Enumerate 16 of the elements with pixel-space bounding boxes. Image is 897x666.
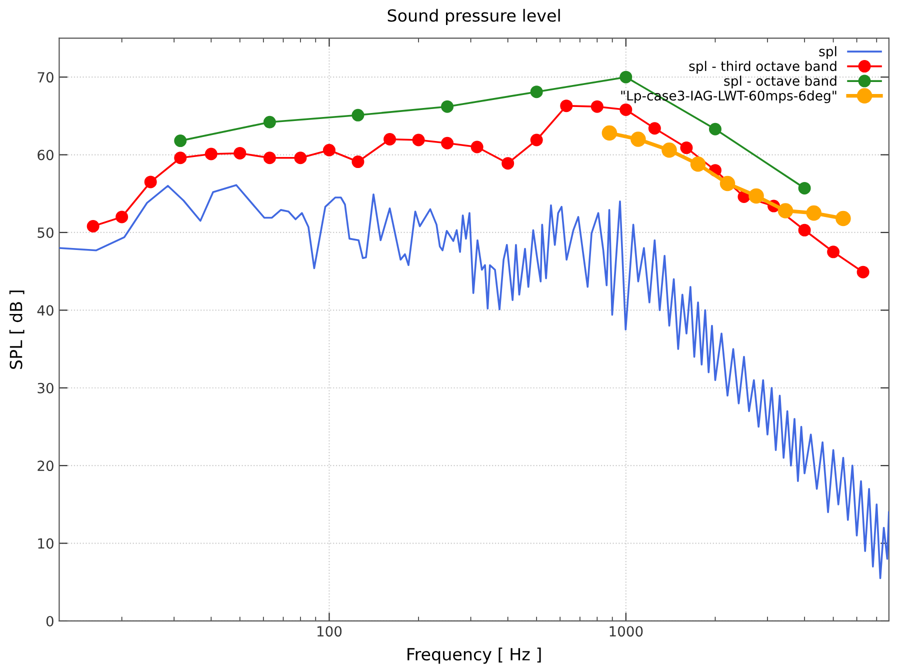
y-tick-label: 70 bbox=[38, 72, 54, 83]
y-tick-label: 0 bbox=[46, 616, 54, 626]
y-tick-label: 30 bbox=[38, 382, 54, 394]
chart-title: Sound pressure level bbox=[388, 8, 560, 26]
legend-label: spl - third octave band bbox=[689, 60, 836, 74]
x-tick-label: 1000 bbox=[610, 626, 643, 637]
y-tick-label: 20 bbox=[38, 460, 54, 472]
y-tick-label: 10 bbox=[38, 538, 54, 549]
x-tick-label: 100 bbox=[317, 626, 342, 637]
x-axis-title: Frequency [ Hz ] bbox=[408, 648, 541, 664]
legend-label: spl - octave band bbox=[724, 76, 836, 88]
y-tick-label: 50 bbox=[38, 227, 54, 238]
y-axis-title: SPL [ dB ] bbox=[9, 290, 24, 369]
y-tick-label: 40 bbox=[37, 305, 54, 316]
y-tick-label: 60 bbox=[38, 150, 54, 160]
legend-label: spl bbox=[819, 46, 836, 59]
